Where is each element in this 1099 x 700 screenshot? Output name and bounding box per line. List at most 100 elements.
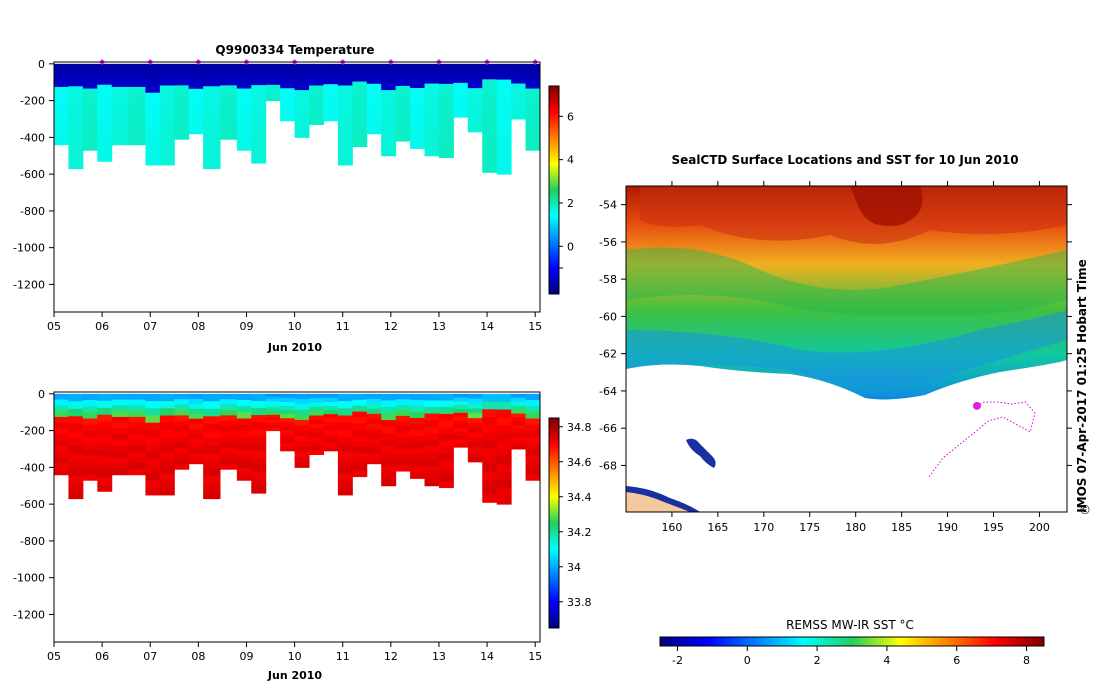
salinity-heatmap: [54, 393, 540, 505]
sal-cell: [410, 393, 426, 401]
sal-cell: [280, 401, 296, 407]
temp-cell: [220, 101, 238, 108]
temp-cell: [424, 90, 440, 98]
temperature-xtick-label: 05: [47, 320, 61, 333]
temp-cell: [323, 76, 339, 81]
temp-cell: [395, 107, 411, 114]
temp-cell: [251, 63, 267, 72]
temp-cell: [251, 141, 267, 150]
temp-cell: [366, 93, 382, 100]
temp-cell: [424, 96, 440, 104]
sal-cell: [280, 426, 296, 431]
sal-cell: [294, 446, 310, 453]
sal-cell: [251, 478, 267, 487]
temp-cell: [265, 79, 281, 83]
sal-cell: [54, 411, 69, 418]
sal-cell: [511, 401, 527, 407]
sal-cell: [188, 403, 204, 410]
sal-cell: [467, 427, 483, 434]
temp-cell: [265, 71, 281, 75]
temp-cell: [159, 128, 175, 137]
sal-cell: [265, 393, 281, 397]
temp-cell: [482, 79, 498, 88]
temp-cell: [453, 75, 469, 80]
sal-cell: [309, 419, 324, 425]
temp-cell: [174, 117, 190, 124]
temp-cell: [265, 90, 281, 94]
temp-cell: [68, 116, 84, 125]
sal-cell: [188, 428, 204, 435]
sal-cell: [54, 428, 69, 435]
salinity-xtick-label: 06: [95, 650, 109, 663]
temp-cell: [438, 150, 454, 159]
temp-cell: [128, 75, 146, 82]
sal-cell: [453, 420, 469, 425]
temp-cell: [511, 103, 527, 108]
temp-cell: [251, 92, 267, 100]
sal-cell: [438, 440, 454, 448]
sal-cell: [265, 406, 281, 411]
salinity-xtick-label: 08: [191, 650, 205, 663]
temp-cell: [145, 121, 161, 130]
sal-cell: [280, 434, 296, 440]
temp-cell: [203, 161, 221, 170]
sal-cell: [68, 438, 84, 447]
sal-cell: [128, 451, 146, 458]
sal-cell: [251, 422, 267, 430]
sal-cell: [174, 426, 190, 433]
temp-cell: [323, 67, 339, 73]
temp-cell: [438, 117, 454, 125]
temp-cell: [220, 85, 238, 92]
sal-cell: [128, 422, 146, 430]
sal-cell: [145, 473, 161, 481]
sal-cell: [453, 397, 469, 402]
temp-cell: [159, 92, 175, 101]
blue-front: [626, 310, 1067, 386]
temp-cell: [337, 107, 353, 115]
sal-cell: [467, 408, 483, 414]
temp-cell: [294, 79, 310, 86]
temperature-ytick-label: 0: [38, 58, 45, 71]
temp-cell: [54, 75, 69, 82]
sal-cell: [438, 427, 454, 435]
temp-cell: [188, 88, 204, 95]
temp-cell: [309, 115, 324, 121]
map-ytick-label: -68: [599, 459, 617, 472]
temp-cell: [381, 83, 397, 91]
temp-cell: [467, 122, 483, 128]
temp-cell: [280, 80, 296, 85]
sal-cell: [265, 404, 281, 408]
sal-cell: [366, 403, 382, 410]
sal-cell: [424, 446, 440, 454]
temp-cell: [467, 68, 483, 75]
sal-cell: [145, 429, 161, 438]
sal-cell: [251, 471, 267, 480]
temp-cell: [294, 105, 310, 112]
temperature-colorbar: [548, 85, 560, 295]
sal-cell: [395, 421, 411, 428]
sal-cell: [511, 417, 527, 422]
sal-cell: [294, 409, 310, 416]
sal-cell: [482, 432, 498, 441]
sal-cell: [337, 408, 353, 417]
temp-cell: [159, 71, 175, 79]
sal-cell: [381, 393, 397, 401]
sal-cell: [424, 439, 440, 447]
temp-cell: [424, 122, 440, 130]
temp-cell: [352, 117, 368, 124]
temp-cell: [280, 76, 296, 81]
sal-cell: [525, 474, 540, 481]
temp-cell: [511, 107, 527, 112]
sal-cell: [236, 467, 252, 475]
temp-cell: [128, 127, 146, 134]
temp-cell: [366, 118, 382, 125]
sst-cbar-tick-label: 4: [883, 654, 890, 667]
temp-cell: [265, 95, 281, 99]
temp-cell: [159, 136, 175, 144]
sal-cell: [174, 442, 190, 449]
sal-cell: [496, 401, 512, 411]
sal-cell: [511, 405, 527, 411]
sal-cell: [111, 463, 130, 470]
sal-cell: [54, 399, 69, 406]
map-ytick-label: -56: [599, 236, 617, 249]
